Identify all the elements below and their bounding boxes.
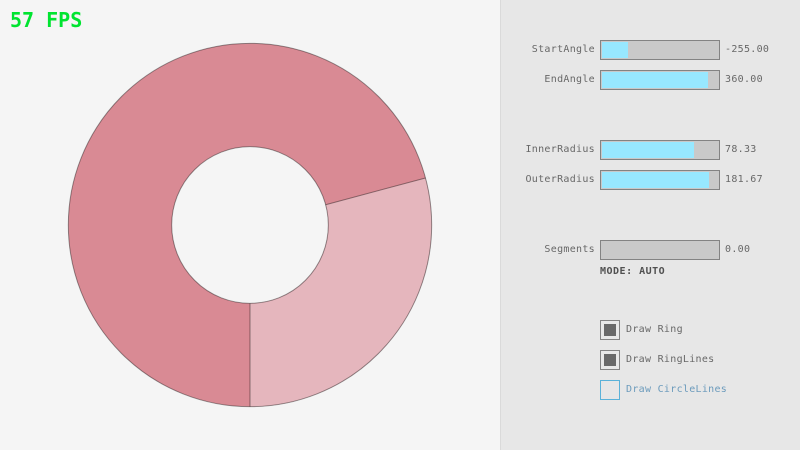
draw-ring-checkbox[interactable] (600, 320, 620, 340)
start-angle-label: StartAngle (531, 44, 595, 55)
segments-slider[interactable] (600, 240, 720, 260)
draw-circlelines-checkbox-label: Draw CircleLines (626, 384, 728, 395)
fps-counter: 57 FPS (10, 8, 83, 32)
segments-label: Segments (544, 244, 595, 255)
inner-radius-value: 78.33 (725, 144, 757, 155)
outer-radius-slider[interactable] (600, 170, 720, 190)
outer-radius-value: 181.67 (725, 174, 763, 185)
inner-radius-slider[interactable] (600, 140, 720, 160)
ring-canvas (67, 42, 433, 408)
end-angle-value: 360.00 (725, 74, 763, 85)
segments-value: 0.00 (725, 244, 751, 255)
draw-ring-checkbox-label: Draw Ring (626, 324, 683, 335)
inner-radius-label: InnerRadius (525, 144, 595, 155)
outer-radius-label: OuterRadius (525, 174, 595, 185)
end-angle-label: EndAngle (544, 74, 595, 85)
inner-radius-slider-fill (602, 142, 695, 158)
ring-inner-line-icon (171, 146, 329, 304)
end-angle-slider[interactable] (600, 70, 720, 90)
segments-mode-text: MODE: AUTO (600, 266, 666, 277)
ring-single-region (250, 177, 432, 407)
end-angle-slider-fill (602, 72, 709, 88)
start-angle-slider[interactable] (600, 40, 720, 60)
ring-end-angle-line-icon (325, 177, 426, 206)
draw-circlelines-checkbox[interactable] (600, 380, 620, 400)
draw-ringlines-checkbox[interactable] (600, 350, 620, 370)
start-angle-value: -255.00 (725, 44, 770, 55)
ring-outer-line-icon (67, 42, 433, 408)
start-angle-slider-fill (602, 42, 628, 58)
outer-radius-slider-fill (602, 172, 710, 188)
draw-ringlines-checkbox-label: Draw RingLines (626, 354, 715, 365)
